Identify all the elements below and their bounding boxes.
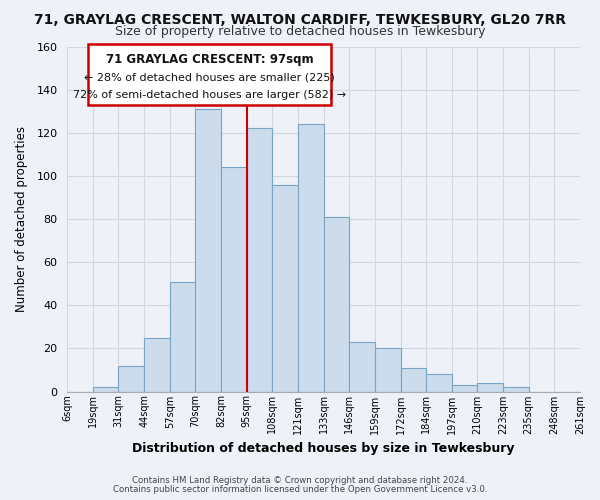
Bar <box>503 387 529 392</box>
Bar <box>118 366 144 392</box>
Bar <box>196 109 221 392</box>
Bar <box>221 168 247 392</box>
Bar <box>298 124 323 392</box>
Text: Size of property relative to detached houses in Tewkesbury: Size of property relative to detached ho… <box>115 25 485 38</box>
FancyBboxPatch shape <box>88 44 331 104</box>
Text: ← 28% of detached houses are smaller (225): ← 28% of detached houses are smaller (22… <box>84 72 335 83</box>
Bar <box>144 338 170 392</box>
X-axis label: Distribution of detached houses by size in Tewkesbury: Distribution of detached houses by size … <box>133 442 515 455</box>
Bar <box>426 374 452 392</box>
Bar <box>452 385 478 392</box>
Bar <box>375 348 401 392</box>
Bar <box>93 387 118 392</box>
Text: 71, GRAYLAG CRESCENT, WALTON CARDIFF, TEWKESBURY, GL20 7RR: 71, GRAYLAG CRESCENT, WALTON CARDIFF, TE… <box>34 12 566 26</box>
Bar <box>272 184 298 392</box>
Bar <box>401 368 426 392</box>
Bar <box>349 342 375 392</box>
Bar <box>247 128 272 392</box>
Text: 72% of semi-detached houses are larger (582) →: 72% of semi-detached houses are larger (… <box>73 90 346 100</box>
Text: Contains HM Land Registry data © Crown copyright and database right 2024.: Contains HM Land Registry data © Crown c… <box>132 476 468 485</box>
Text: Contains public sector information licensed under the Open Government Licence v3: Contains public sector information licen… <box>113 485 487 494</box>
Y-axis label: Number of detached properties: Number of detached properties <box>15 126 28 312</box>
Bar <box>170 282 196 392</box>
Bar <box>478 383 503 392</box>
Bar <box>323 217 349 392</box>
Text: 71 GRAYLAG CRESCENT: 97sqm: 71 GRAYLAG CRESCENT: 97sqm <box>106 53 313 66</box>
